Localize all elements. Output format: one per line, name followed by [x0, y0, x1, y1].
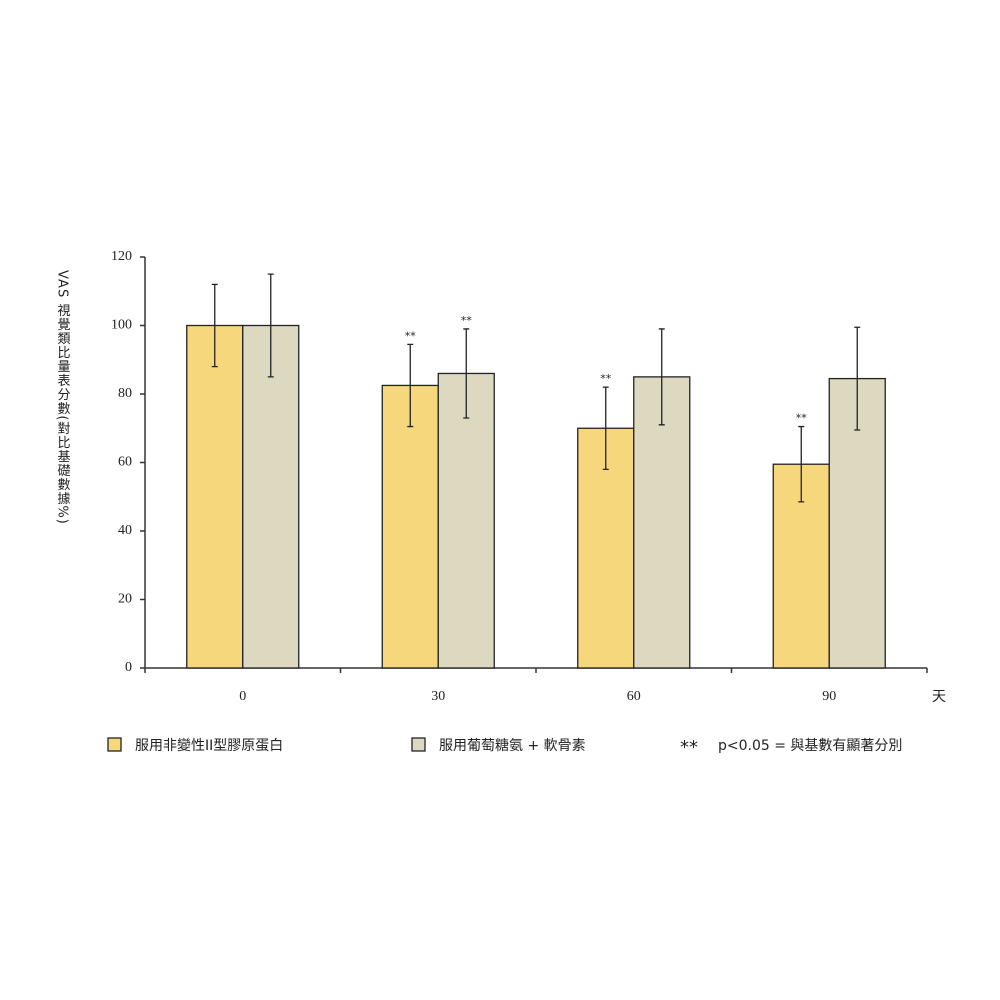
- bar: [381, 384, 439, 669]
- significance-mark: **: [600, 372, 612, 385]
- x-tick-label: 30: [431, 689, 445, 704]
- bar: [242, 324, 300, 669]
- error-bar: [798, 425, 805, 503]
- x-axis-label: 天: [932, 689, 946, 705]
- error-bar: [211, 283, 218, 368]
- y-tick-label: 120: [111, 249, 132, 264]
- y-tick-label: 40: [118, 523, 132, 538]
- error-bar: [463, 328, 470, 419]
- error-bar: [407, 343, 414, 428]
- significance-mark: **: [405, 329, 417, 342]
- y-tick-label: 20: [118, 592, 132, 607]
- legend-swatch: [107, 737, 122, 752]
- legend-note-symbol: **: [680, 737, 698, 758]
- legend-swatch: [411, 737, 426, 752]
- y-tick-label: 60: [118, 455, 132, 470]
- significance-mark: **: [796, 412, 808, 425]
- y-tick-label: 100: [111, 318, 132, 333]
- bar: [437, 372, 495, 669]
- y-axis-label: VAS 視覺類比量表分數(對比基礎數據%): [55, 270, 71, 525]
- error-bar: [602, 386, 609, 470]
- legend-note-text: p<0.05 = 與基數有顯著分別: [718, 737, 902, 754]
- error-bar: [854, 326, 861, 431]
- x-tick-label: 0: [239, 689, 246, 704]
- legend-label: 服用葡萄糖氨 + 軟骨素: [439, 738, 586, 754]
- error-bar: [267, 273, 274, 378]
- x-tick-label: 90: [822, 689, 836, 704]
- bar: [828, 377, 886, 669]
- y-tick-label: 80: [118, 386, 132, 401]
- legend-label: 服用非變性II型膠原蛋白: [135, 738, 283, 754]
- y-tick-label: 0: [125, 660, 132, 675]
- bar: [186, 324, 244, 669]
- bar: [577, 427, 635, 669]
- significance-mark: **: [461, 314, 473, 327]
- error-bar: [658, 328, 665, 426]
- x-tick-label: 60: [627, 689, 641, 704]
